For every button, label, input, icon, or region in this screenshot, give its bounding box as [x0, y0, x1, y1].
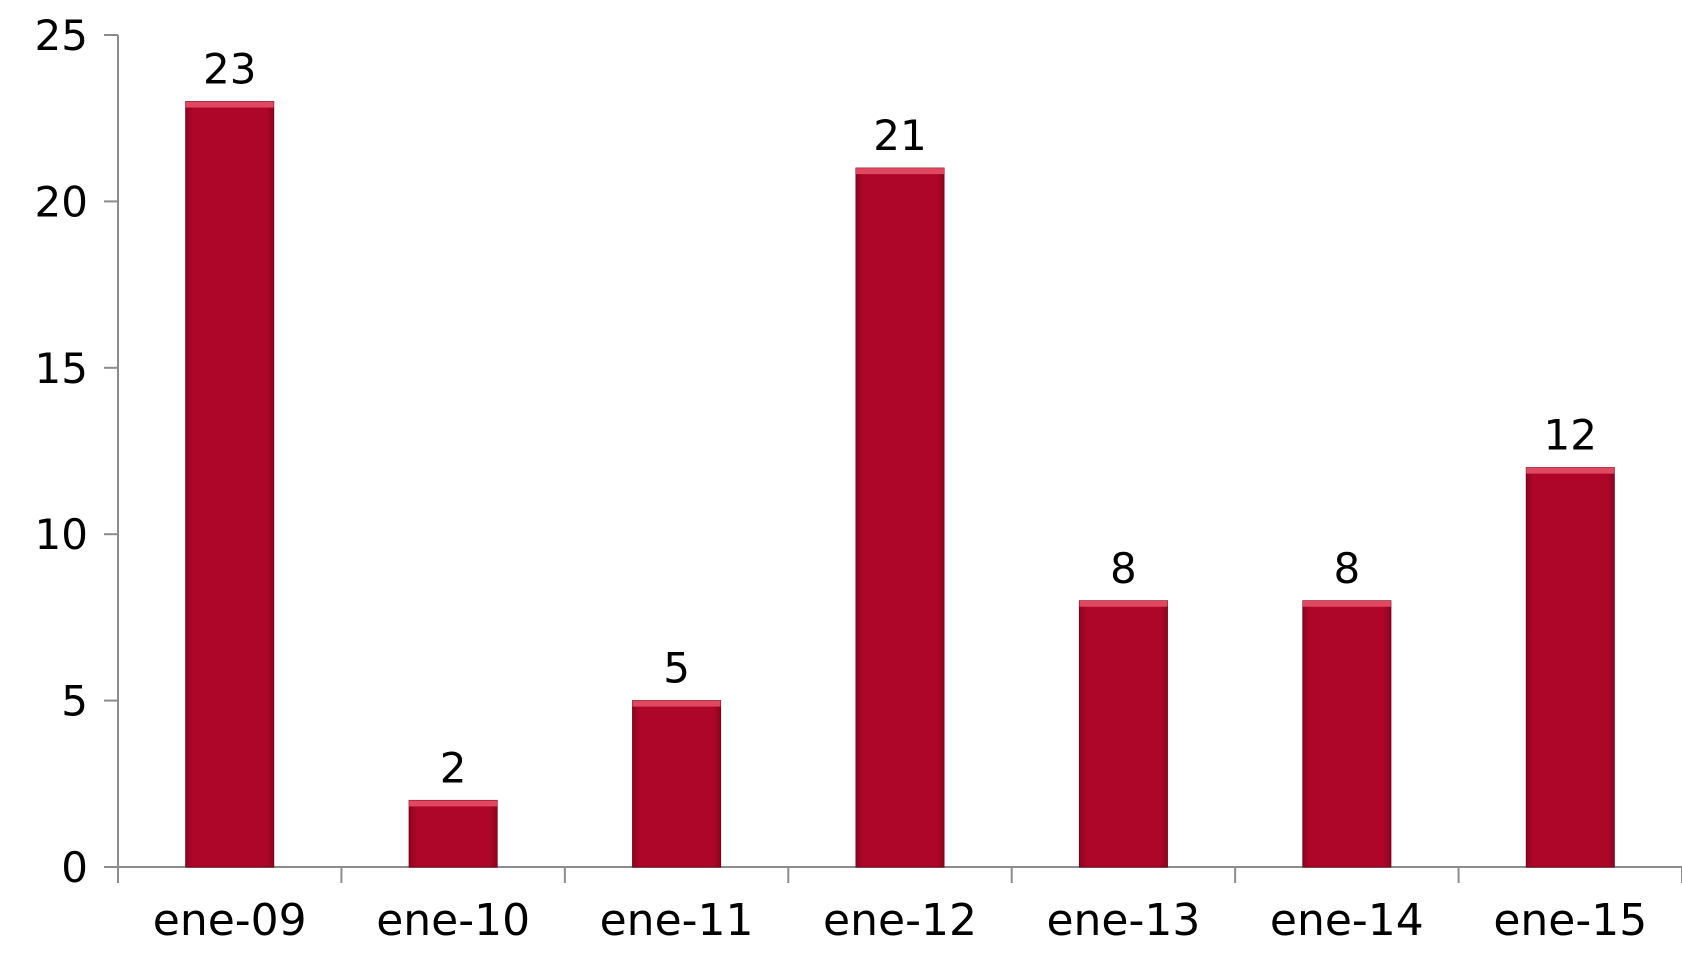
bar-group [1302, 600, 1392, 868]
x-tick-label: ene-13 [1046, 895, 1200, 946]
x-tick-label: ene-10 [376, 895, 530, 946]
bar [855, 167, 945, 868]
labels: 0 5 10 15 20 25 23 ene-09 2 ene-10 5 ene-11 21 ene-12… [35, 11, 1648, 946]
bar-top-highlight [1079, 600, 1168, 607]
x-tick-label: ene-14 [1270, 895, 1424, 946]
x-tick-label: ene-09 [153, 895, 307, 946]
y-tick-label: 20 [35, 177, 88, 226]
x-tick-label: ene-12 [823, 895, 977, 946]
bars [185, 101, 1615, 868]
bar [1525, 467, 1615, 868]
y-tick-label: 15 [35, 344, 88, 393]
y-tick-label: 0 [61, 843, 88, 892]
y-tick-label: 25 [35, 11, 88, 60]
bar-top-highlight [632, 700, 721, 707]
bar [632, 700, 722, 868]
bar-top-highlight [1302, 600, 1391, 607]
bar [408, 799, 498, 868]
bar-top-highlight [185, 101, 274, 108]
bar [1078, 600, 1168, 868]
bar-group [632, 700, 722, 868]
y-tick-label: 10 [35, 510, 88, 559]
axes [104, 34, 1682, 883]
data-label: 5 [663, 644, 690, 693]
data-label: 8 [1110, 544, 1137, 593]
bar-top-highlight [1526, 467, 1615, 474]
x-tick-label: ene-15 [1493, 895, 1647, 946]
data-label: 2 [440, 743, 467, 792]
data-label: 23 [203, 45, 256, 94]
bar-top-highlight [856, 168, 944, 175]
bar [185, 101, 275, 868]
data-label: 12 [1544, 411, 1597, 460]
x-tick-label: ene-11 [600, 895, 754, 946]
bar-group [1078, 600, 1168, 868]
bar-group [185, 101, 275, 868]
data-label: 21 [873, 111, 926, 160]
data-label: 8 [1333, 544, 1360, 593]
bar-group [408, 799, 498, 868]
bar-group [855, 167, 945, 868]
bar [1302, 600, 1392, 868]
bar-top-highlight [409, 800, 498, 807]
bar-group [1525, 467, 1615, 868]
y-tick-label: 5 [61, 677, 88, 726]
